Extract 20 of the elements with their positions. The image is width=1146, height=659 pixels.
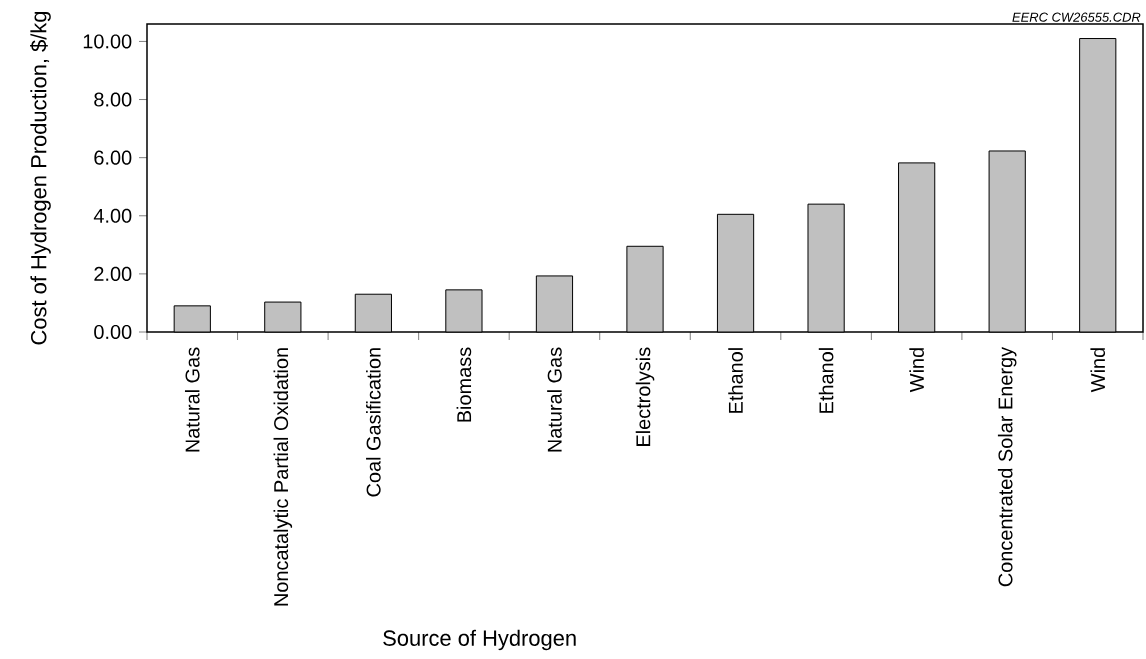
y-tick-label: 10.00 bbox=[83, 34, 132, 49]
y-tick-label: 0.00 bbox=[94, 324, 132, 340]
x-axis-title: Source of Hydrogen bbox=[383, 629, 576, 651]
x-tick-label: Wind bbox=[909, 348, 924, 393]
x-tick-label: Ethanol bbox=[728, 348, 743, 413]
x-tick-label: Wind bbox=[1090, 348, 1106, 393]
text: EERC CW26555.CDR bbox=[1012, 12, 1141, 22]
x-tick-label: Ethanol bbox=[818, 348, 834, 413]
x-tick-label: Biomass bbox=[456, 347, 472, 422]
x-tick-label: Coal Gasification bbox=[366, 348, 381, 497]
x-tick-label: Natural Gas bbox=[547, 347, 562, 452]
x-tick-label: Natural Gas bbox=[184, 347, 200, 452]
y-tick-label: 6.00 bbox=[94, 150, 132, 165]
x-tick-label: Electrolysis bbox=[635, 347, 655, 446]
y-tick-label: 8.00 bbox=[94, 92, 132, 107]
x-tick-label: Noncatalytic Partial Oxidation bbox=[273, 348, 293, 606]
x-tick-label: Concentrated Solar Energy bbox=[997, 346, 1017, 587]
y-tick-label: 4.00 bbox=[93, 208, 132, 223]
y-axis-title: Cost of Hydrogen Production, $/kg bbox=[30, 11, 51, 345]
y-tick-label: 2.00 bbox=[94, 266, 132, 281]
